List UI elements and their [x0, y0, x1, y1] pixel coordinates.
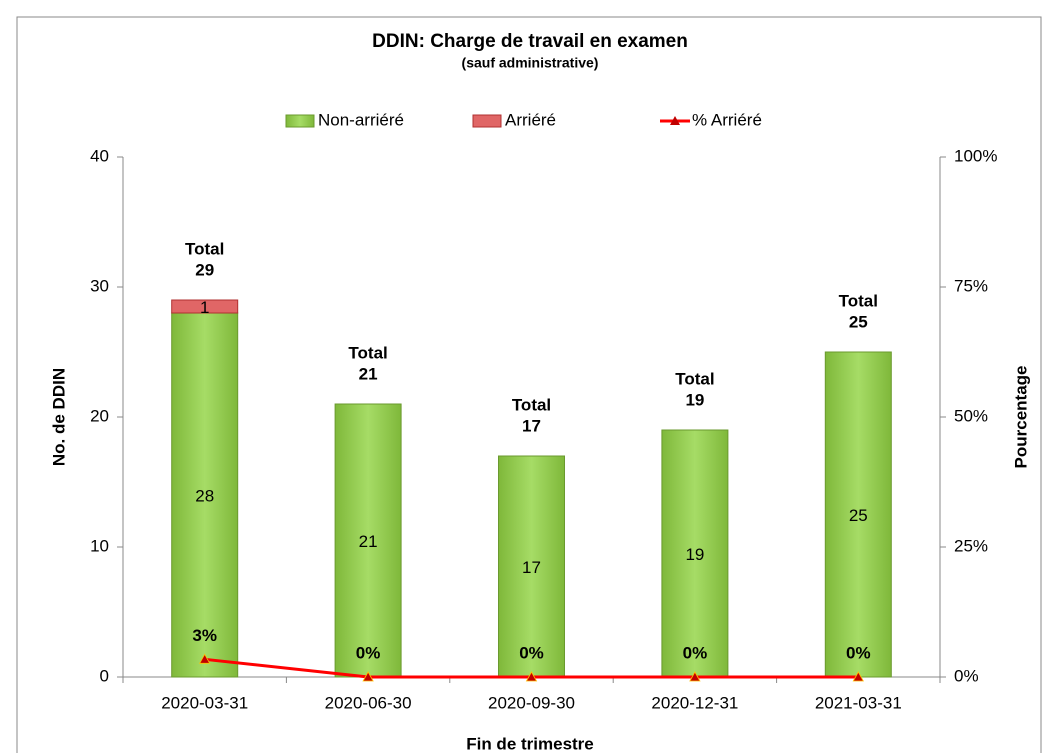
legend-swatch	[472, 114, 502, 128]
bar-segment	[824, 351, 892, 678]
bar-segment	[334, 403, 402, 678]
total-label: Total	[675, 369, 714, 388]
x-axis-title: Fin de trimestre	[466, 734, 594, 753]
bar-segment	[171, 299, 239, 314]
x-tick-label: 2020-06-30	[325, 693, 412, 712]
bar-value-label: 25	[849, 506, 868, 525]
x-tick-label: 2020-03-31	[161, 693, 248, 712]
y-tick-label: 10	[90, 536, 109, 555]
line-value-label: 0%	[846, 643, 871, 662]
total-value: 29	[195, 260, 214, 279]
total-label: Total	[839, 291, 878, 310]
y-tick-label: 40	[90, 146, 109, 165]
y2-tick-label: 50%	[954, 406, 988, 425]
y2-tick-label: 100%	[954, 146, 997, 165]
y-axis-title: No. de DDIN	[49, 368, 68, 466]
line-marker	[199, 653, 211, 664]
chart-subtitle: (sauf administrative)	[462, 55, 599, 71]
chart-title: DDIN: Charge de travail en examen	[372, 31, 688, 52]
total-label: Total	[185, 239, 224, 258]
bar-value-label: 21	[359, 532, 378, 551]
line-value-label: 0%	[683, 643, 708, 662]
total-label: Total	[348, 343, 387, 362]
line-value-label: 0%	[356, 643, 381, 662]
bar-value-label: 19	[685, 545, 704, 564]
line-marker	[689, 671, 701, 682]
y2-axis-title: Pourcentage	[1011, 366, 1030, 469]
bar-value-label: 17	[522, 558, 541, 577]
line-value-label: 0%	[519, 643, 544, 662]
y2-tick-label: 25%	[954, 536, 988, 555]
legend-label: % Arriéré	[692, 110, 762, 129]
bar-segment	[661, 429, 729, 678]
legend-label: Arriéré	[505, 110, 556, 129]
total-label: Total	[512, 395, 551, 414]
line-marker	[852, 671, 864, 682]
legend-marker	[670, 116, 680, 125]
bar-segment	[498, 455, 565, 678]
x-tick-label: 2021-03-31	[815, 693, 902, 712]
total-value: 17	[522, 416, 541, 435]
total-value: 25	[849, 312, 868, 331]
legend-label: Non-arriéré	[318, 110, 404, 129]
x-tick-label: 2020-09-30	[488, 693, 575, 712]
total-value: 21	[359, 364, 378, 383]
y2-tick-label: 75%	[954, 276, 988, 295]
bar-value-label: 1	[200, 298, 209, 317]
total-value: 19	[685, 390, 704, 409]
bar-segment	[171, 312, 239, 678]
y-tick-label: 0	[100, 666, 109, 685]
bar-value-label: 28	[195, 486, 214, 505]
y-tick-label: 20	[90, 406, 109, 425]
line-marker	[525, 671, 538, 682]
line-value-label: 3%	[192, 626, 217, 645]
line-marker	[362, 671, 374, 682]
y2-tick-label: 0%	[954, 666, 979, 685]
x-tick-label: 2020-12-31	[651, 693, 738, 712]
legend-swatch	[285, 114, 315, 128]
y-tick-label: 30	[90, 276, 109, 295]
